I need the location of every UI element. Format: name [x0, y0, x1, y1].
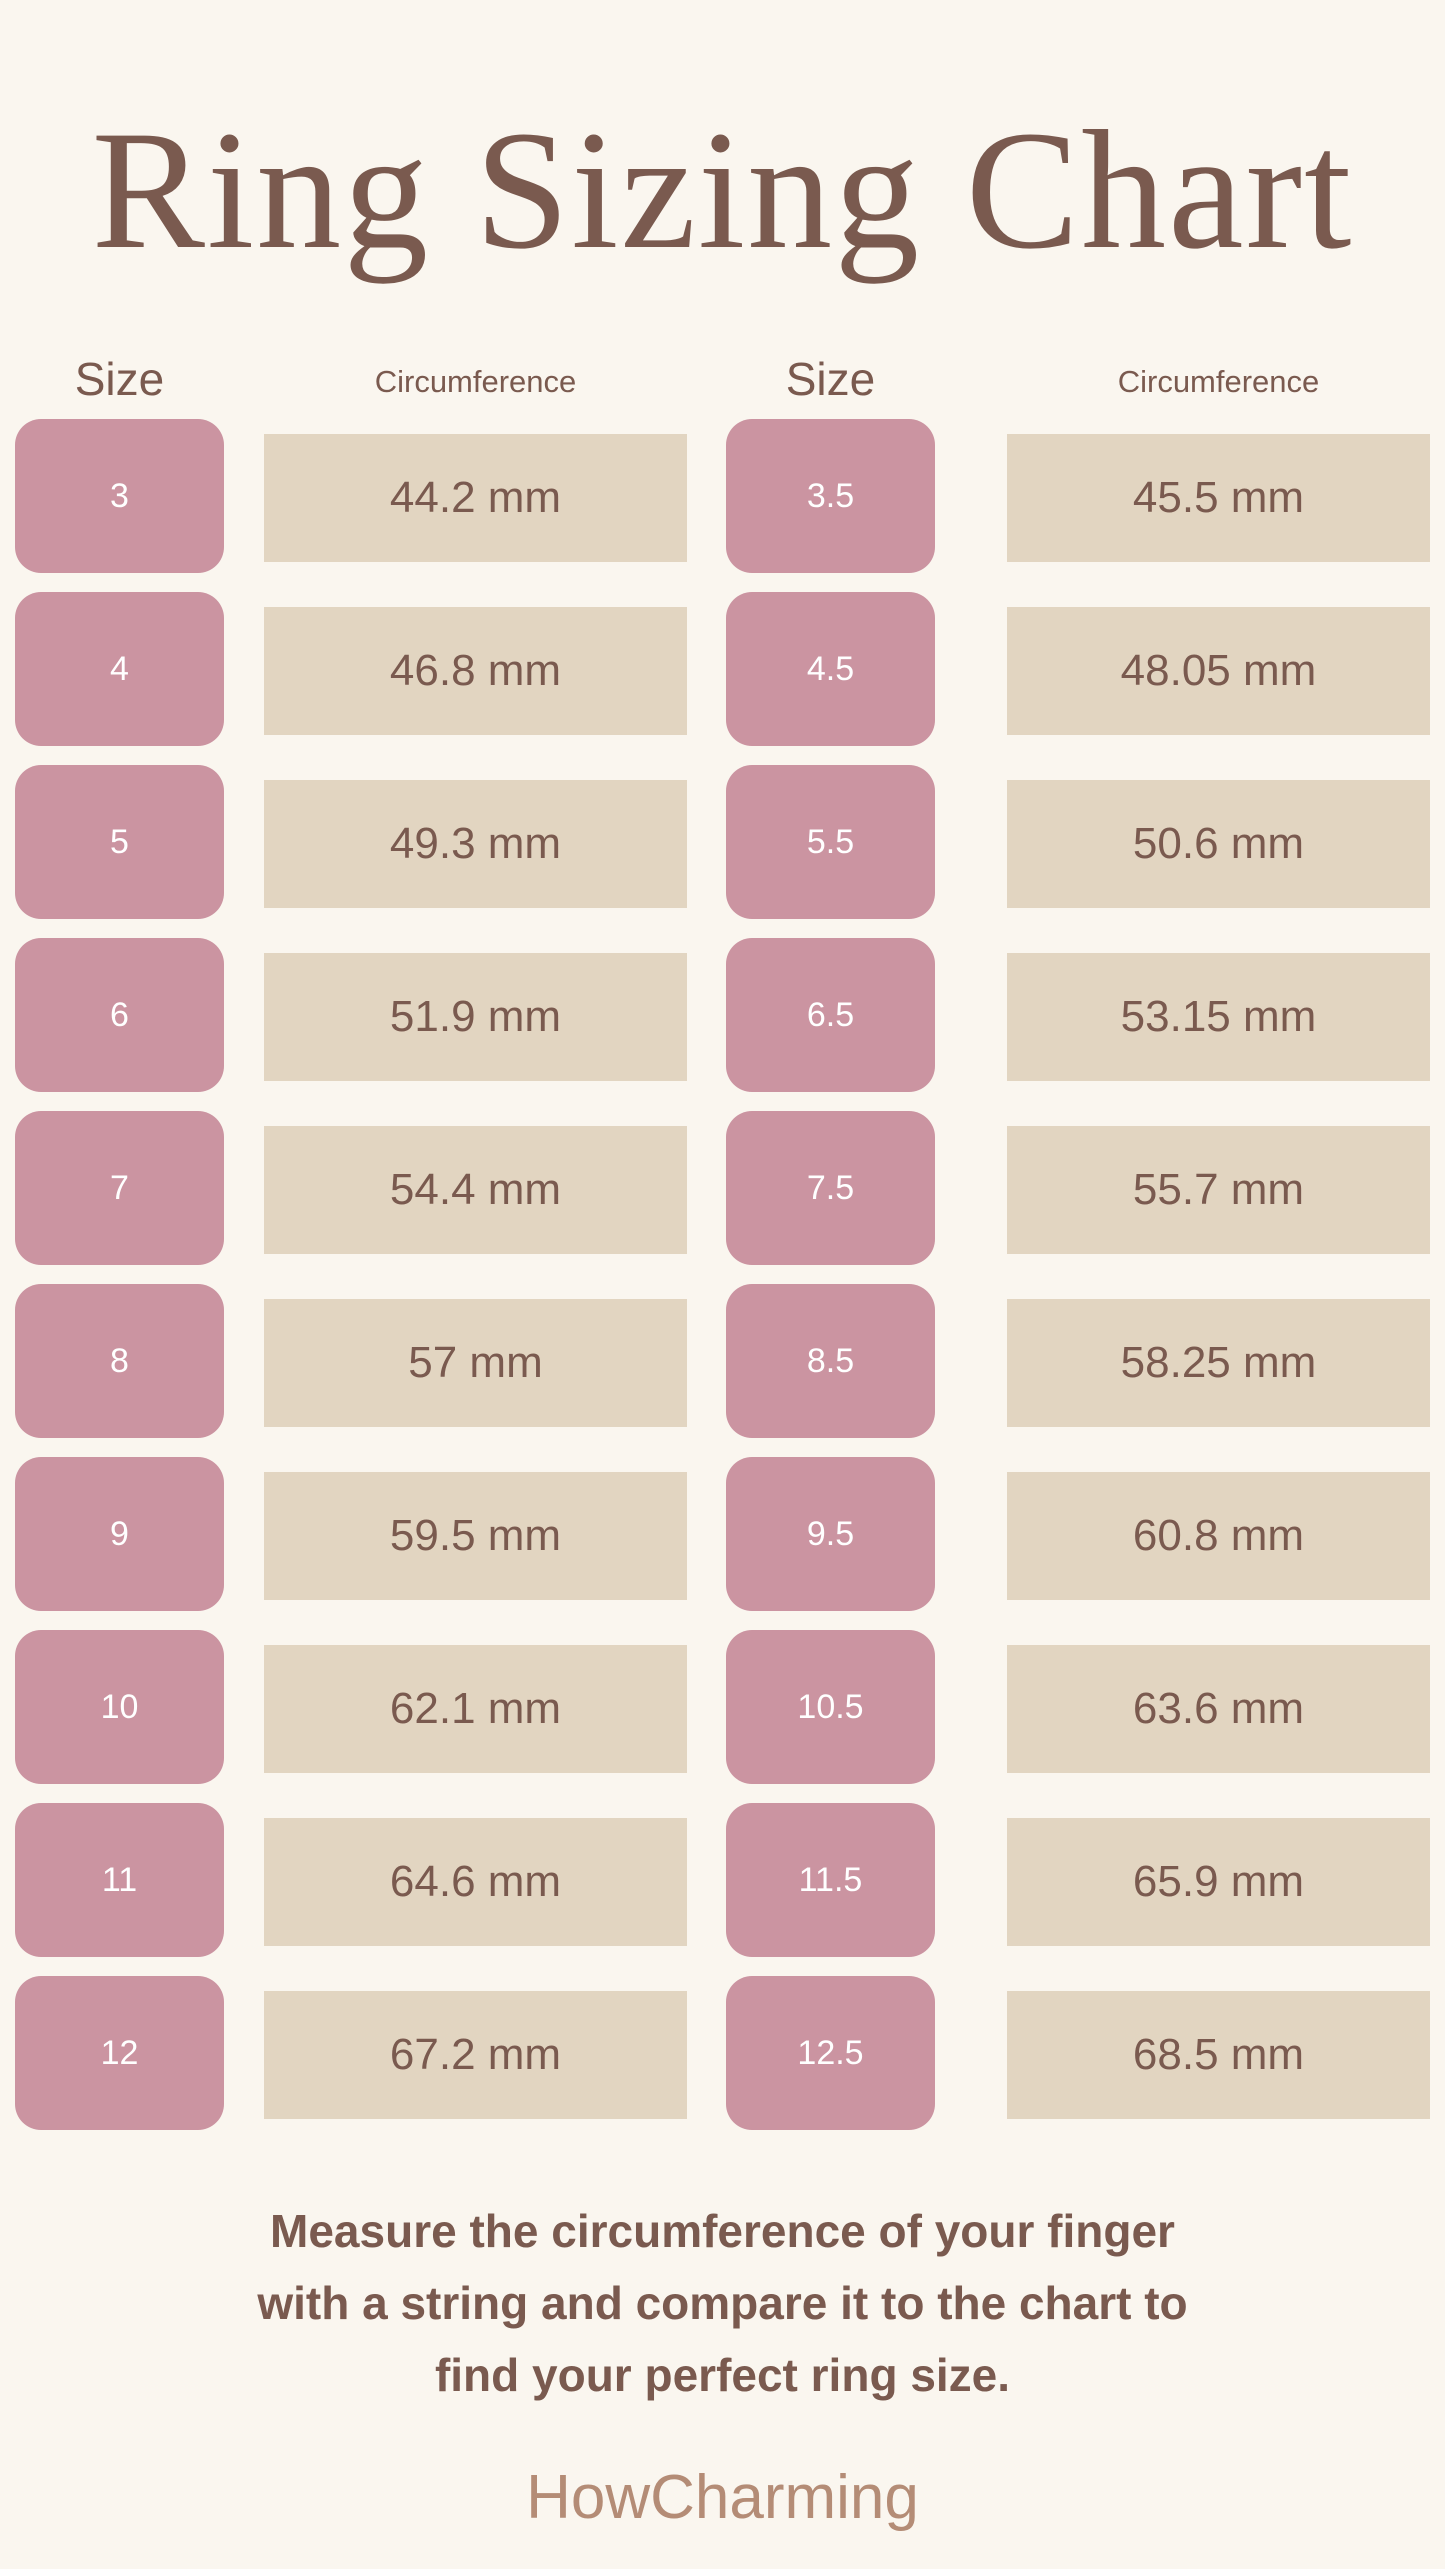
size-cell: 4 — [15, 592, 224, 746]
circumference-cell: 44.2 mm — [264, 434, 687, 562]
size-cell: 9 — [15, 1457, 224, 1611]
size-cell: 5 — [15, 765, 224, 919]
circumference-cell: 62.1 mm — [264, 1645, 687, 1773]
instruction-note: Measure the circumference of your finger… — [0, 2195, 1445, 2411]
circumference-cell: 54.4 mm — [264, 1126, 687, 1254]
size-cell: 10 — [15, 1630, 224, 1784]
circumference-cell: 46.8 mm — [264, 607, 687, 735]
note-line: find your perfect ring size. — [434, 2349, 1011, 2401]
note-line: Measure the circumference of your finger — [270, 2205, 1175, 2257]
size-header-right: Size — [785, 353, 876, 405]
circumference-cell: 53.15 mm — [1007, 953, 1430, 1081]
circumference-cell: 65.9 mm — [1007, 1818, 1430, 1946]
size-header-left: Size — [74, 353, 165, 405]
size-cell: 7.5 — [726, 1111, 935, 1265]
size-cell: 8.5 — [726, 1284, 935, 1438]
circumference-cell: 58.25 mm — [1007, 1299, 1430, 1427]
circumference-cell: 51.9 mm — [264, 953, 687, 1081]
size-cell: 3 — [15, 419, 224, 573]
note-line: with a string and compare it to the char… — [257, 2277, 1188, 2329]
size-cell: 3.5 — [726, 419, 935, 573]
circumference-header-right: Circumference — [1117, 364, 1320, 399]
size-cell: 10.5 — [726, 1630, 935, 1784]
size-cell: 11 — [15, 1803, 224, 1957]
size-cell: 7 — [15, 1111, 224, 1265]
size-cell: 4.5 — [726, 592, 935, 746]
circumference-cell: 59.5 mm — [264, 1472, 687, 1600]
circumference-cell: 57 mm — [264, 1299, 687, 1427]
page-title: Ring Sizing Chart — [91, 96, 1354, 284]
circumference-header-left: Circumference — [374, 364, 577, 399]
circumference-cell: 64.6 mm — [264, 1818, 687, 1946]
circumference-cell: 50.6 mm — [1007, 780, 1430, 908]
circumference-cell: 67.2 mm — [264, 1991, 687, 2119]
size-cell: 11.5 — [726, 1803, 935, 1957]
circumference-cell: 63.6 mm — [1007, 1645, 1430, 1773]
circumference-cell: 60.8 mm — [1007, 1472, 1430, 1600]
size-cell: 6 — [15, 938, 224, 1092]
size-cell: 6.5 — [726, 938, 935, 1092]
size-cell: 5.5 — [726, 765, 935, 919]
circumference-cell: 68.5 mm — [1007, 1991, 1430, 2119]
circumference-cell: 45.5 mm — [1007, 434, 1430, 562]
brand-name: HowCharming — [526, 2463, 919, 2532]
size-cell: 12 — [15, 1976, 224, 2130]
circumference-cell: 49.3 mm — [264, 780, 687, 908]
size-cell: 12.5 — [726, 1976, 935, 2130]
circumference-cell: 55.7 mm — [1007, 1126, 1430, 1254]
circumference-cell: 48.05 mm — [1007, 607, 1430, 735]
size-cell: 9.5 — [726, 1457, 935, 1611]
size-cell: 8 — [15, 1284, 224, 1438]
